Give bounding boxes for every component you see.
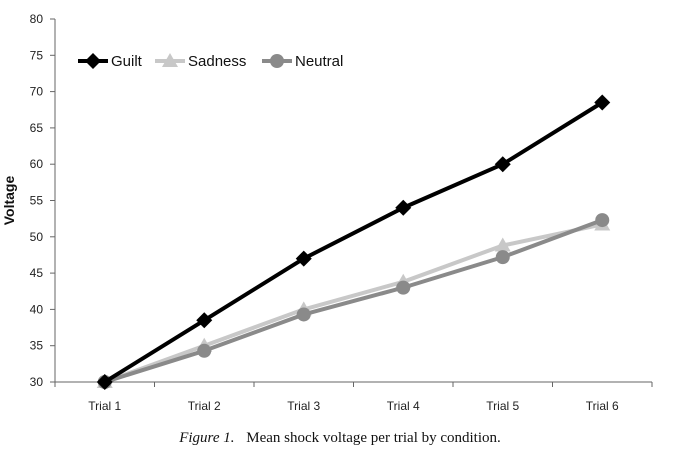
series-layer: [96, 94, 611, 390]
data-point-guilt: [494, 156, 511, 173]
legend-item-guilt: Guilt: [78, 53, 143, 70]
data-point-sadness: [494, 237, 511, 252]
legend-marker-guilt: [85, 53, 101, 69]
data-point-neutral: [495, 250, 510, 265]
figure-caption: Figure 1. Mean shock voltage per trial b…: [0, 430, 680, 447]
data-point-guilt: [594, 94, 611, 111]
y-tick-label: 70: [30, 85, 44, 99]
figure-label: Figure 1.: [179, 430, 235, 446]
data-point-neutral: [197, 343, 212, 358]
x-tick-label: Trial 6: [586, 399, 619, 413]
data-point-neutral: [595, 213, 610, 228]
series-line-neutral: [104, 218, 603, 384]
legend-label-guilt: Guilt: [111, 53, 143, 70]
data-point-guilt: [96, 374, 113, 390]
x-axis: Trial 1 Trial 2 Trial 3 Trial 4 Trial 5 Trial…: [54, 381, 653, 413]
x-tick-label: Trial 3: [287, 399, 320, 413]
x-tick-label: Trial 2: [188, 399, 221, 413]
series-guilt: [96, 94, 611, 390]
legend-item-sadness: Sadness: [155, 53, 246, 70]
x-tick-label: Trial 5: [486, 399, 519, 413]
y-tick-label: 40: [30, 302, 44, 316]
data-point-guilt: [295, 250, 312, 267]
legend-marker-sadness: [162, 53, 178, 67]
data-point-guilt: [196, 312, 213, 329]
legend-label-sadness: Sadness: [188, 53, 246, 70]
y-tick-label: 45: [30, 266, 44, 280]
series-line-sadness: [104, 222, 603, 384]
data-point-guilt: [395, 199, 412, 216]
y-tick-label: 35: [30, 339, 44, 353]
legend-label-neutral: Neutral: [295, 53, 343, 70]
y-tick-label: 55: [30, 194, 44, 208]
legend-marker-neutral: [270, 54, 284, 68]
y-tick-label: 75: [30, 48, 44, 62]
y-tick-label: 60: [30, 157, 44, 171]
legend: Guilt Sadness Neutral: [78, 53, 343, 70]
y-axis: 30 35 40 45 50 55 60 65 70 75 80: [30, 12, 56, 389]
x-tick-label: Trial 1: [88, 399, 121, 413]
y-tick-label: 65: [30, 121, 44, 135]
data-point-neutral: [296, 307, 311, 322]
series-line-guilt: [103, 100, 604, 384]
x-tick-label: Trial 4: [387, 399, 420, 413]
figure-caption-text: Mean shock voltage per trial by conditio…: [246, 430, 501, 446]
legend-item-neutral: Neutral: [262, 53, 343, 70]
data-point-neutral: [396, 280, 411, 295]
y-tick-label: 30: [30, 375, 44, 389]
y-tick-label: 80: [30, 12, 44, 26]
y-tick-label: 50: [30, 230, 44, 244]
y-axis-label: Voltage: [1, 176, 17, 226]
y-ticks: 30 35 40 45 50 55 60 65 70 75 80: [30, 12, 55, 389]
x-ticks: Trial 1 Trial 2 Trial 3 Trial 4 Trial 5 Trial…: [54, 382, 653, 413]
